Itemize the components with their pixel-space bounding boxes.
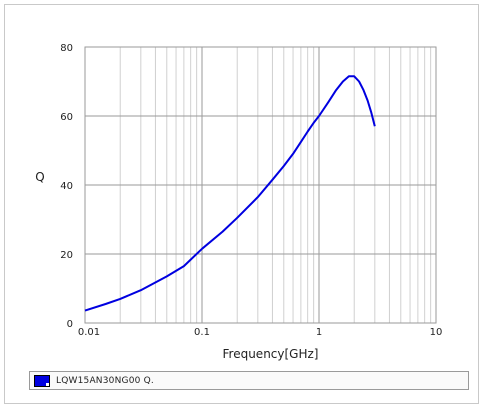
y-tick-label: 60 [60,112,73,123]
legend-swatch [34,374,50,387]
x-axis-label: Frequency[GHz] [223,347,319,361]
series-line [84,75,376,312]
x-tick-label: 10 [430,327,443,338]
y-tick-label: 20 [60,250,73,261]
y-tick-label: 80 [60,43,73,54]
chart-frame [4,4,479,404]
legend: LQW15AN30NG00 Q. [29,371,469,390]
y-tick-labels: 0 20 40 60 80 [60,43,73,330]
y-axis-label: Q [35,170,44,184]
series-layer [84,75,376,312]
plot-area-border [84,46,437,324]
x-tick-label: 0.01 [78,327,100,338]
legend-label: LQW15AN30NG00 Q. [56,375,154,386]
y-tick-label: 0 [67,319,73,330]
x-tick-labels: 0.01 0.1 1 10 [78,327,443,338]
y-tick-label: 40 [60,181,73,192]
x-tick-label: 1 [316,327,322,338]
major-gridlines [84,46,437,324]
x-tick-label: 0.1 [194,327,210,338]
